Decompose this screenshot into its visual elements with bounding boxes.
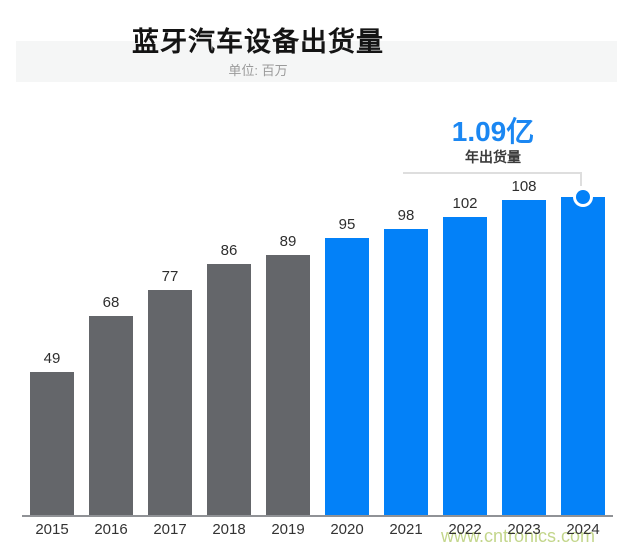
x-tick-label: 2015 [35,521,69,538]
x-axis-line [22,515,613,517]
bar-value-label: 77 [161,268,179,285]
header-band [16,41,617,82]
x-tick-label: 2024 [566,521,600,538]
x-tick-label: 2018 [212,521,246,538]
bar-value-label: 89 [279,233,297,250]
x-tick-label: 2021 [389,521,423,538]
callout-bracket-tick [580,172,582,186]
watermark-text: www.cntronics.com [441,526,596,546]
bar-2020 [325,238,369,515]
bar-2023 [502,200,546,515]
callout-bracket-line [403,172,582,174]
highlight-circle-dot [576,190,590,204]
bar-2016 [89,316,133,515]
bar-value-label: 86 [220,242,238,259]
x-tick-label: 2023 [507,521,541,538]
bar-value-label: 49 [43,350,61,367]
highlight-circle-marker [573,187,593,207]
x-tick-label: 2022 [448,521,482,538]
bar-2018 [207,264,251,515]
highlight-label: 年出货量 [465,149,521,165]
bar-2021 [384,229,428,515]
bar-value-label: 102 [452,195,478,212]
bar-2024 [561,197,605,515]
chart-unit-subtitle: 单位: 百万 [228,63,288,78]
bar-value-label: 95 [338,216,356,233]
bar-value-label: 98 [397,207,415,224]
x-tick-label: 2019 [271,521,305,538]
x-tick-label: 2017 [153,521,187,538]
bar-value-label: 108 [511,178,537,195]
bar-2015 [30,372,74,515]
highlight-value-callout: 1.09亿 [451,116,535,147]
bar-2022 [443,217,487,515]
x-tick-label: 2016 [94,521,128,538]
chart-title: 蓝牙汽车设备出货量 [132,27,384,57]
x-tick-label: 2020 [330,521,364,538]
bar-2017 [148,290,192,515]
bar-value-label: 68 [102,294,120,311]
bar-2019 [266,255,310,515]
